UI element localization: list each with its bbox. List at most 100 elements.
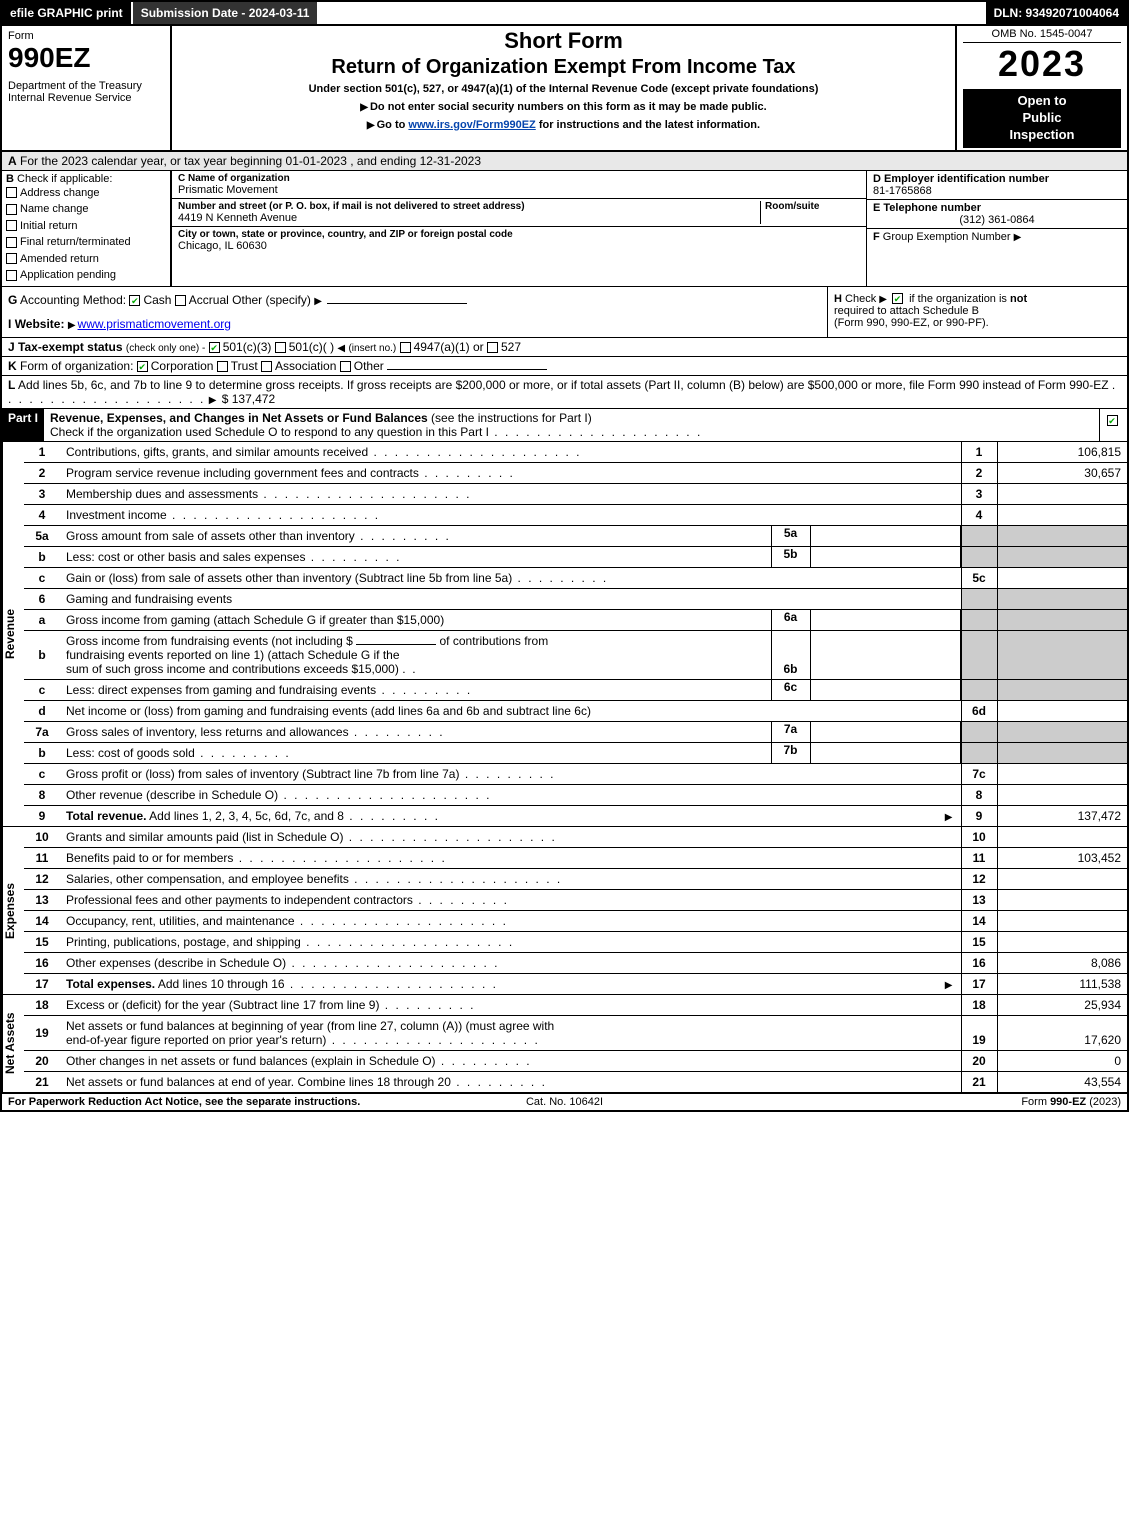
cat-no: Cat. No. 10642I — [379, 1096, 750, 1108]
line18-val: 25,934 — [997, 995, 1127, 1016]
website-link[interactable]: www.prismaticmovement.org — [78, 317, 231, 331]
other-method-label: Other (specify) — [232, 293, 311, 307]
org-city: Chicago, IL 60630 — [178, 240, 860, 252]
arrow-icon — [1014, 231, 1024, 243]
line16-desc: Other expenses (describe in Schedule O) — [66, 956, 286, 970]
association-checkbox[interactable] — [261, 361, 272, 372]
line14-desc: Occupancy, rent, utilities, and maintena… — [66, 914, 295, 928]
dln: DLN: 93492071004064 — [986, 2, 1127, 24]
part1-schedule-o-checkbox[interactable] — [1107, 415, 1118, 426]
part1-title: Revenue, Expenses, and Changes in Net As… — [50, 411, 428, 425]
other-org-checkbox[interactable] — [340, 361, 351, 372]
ein-value: 81-1765868 — [873, 185, 1121, 197]
line17-val: 111,538 — [997, 973, 1127, 994]
b-header: Check if applicable: — [17, 173, 112, 185]
section-J: J Tax-exempt status (check only one) - 5… — [2, 338, 1127, 357]
corporation-checkbox[interactable] — [137, 361, 148, 372]
amended-return-checkbox[interactable] — [6, 253, 17, 264]
line20-desc: Other changes in net assets or fund bala… — [66, 1054, 436, 1068]
revenue-section: Revenue 1Contributions, gifts, grants, a… — [2, 442, 1127, 827]
goto-pre: Go to — [377, 119, 409, 131]
line12-desc: Salaries, other compensation, and employ… — [66, 872, 349, 886]
trust-checkbox[interactable] — [217, 361, 228, 372]
line6-desc: Gaming and fundraising events — [66, 592, 232, 606]
4947-checkbox[interactable] — [400, 342, 411, 353]
subtitle: Under section 501(c), 527, or 4947(a)(1)… — [180, 83, 947, 95]
netassets-section: Net Assets 18Excess or (deficit) for the… — [2, 995, 1127, 1092]
accrual-checkbox[interactable] — [175, 295, 186, 306]
short-form-title: Short Form — [180, 28, 947, 54]
line16-val: 8,086 — [997, 952, 1127, 973]
line20-val: 0 — [997, 1050, 1127, 1071]
line2-val: 30,657 — [997, 462, 1127, 483]
expenses-side-label: Expenses — [2, 827, 24, 994]
line5a-desc: Gross amount from sale of assets other t… — [66, 529, 355, 543]
irs-label: Internal Revenue Service — [8, 92, 164, 104]
line6b-desc1: Gross income from fundraising events (no… — [66, 634, 353, 648]
badge-line2: Public — [967, 110, 1117, 127]
section-B: B Check if applicable: Address change Na… — [2, 171, 172, 286]
501c-checkbox[interactable] — [275, 342, 286, 353]
section-GH: G Accounting Method: Cash Accrual Other … — [2, 287, 1127, 338]
line17-bold: Total expenses. — [66, 977, 155, 991]
ssn-warning: Do not enter social security numbers on … — [370, 101, 767, 113]
line19-val: 17,620 — [997, 1015, 1127, 1050]
efile-print-button[interactable]: efile GRAPHIC print — [2, 2, 133, 24]
address-change-checkbox[interactable] — [6, 187, 17, 198]
line21-desc: Net assets or fund balances at end of ye… — [66, 1075, 451, 1089]
phone-header: E Telephone number — [873, 202, 1121, 214]
netassets-side-label: Net Assets — [2, 995, 24, 1092]
line7b-desc: Less: cost of goods sold — [66, 746, 195, 760]
badge-line1: Open to — [967, 93, 1117, 110]
line4-desc: Investment income — [66, 508, 167, 522]
line2-desc: Program service revenue including govern… — [66, 466, 419, 480]
line6c-desc: Less: direct expenses from gaming and fu… — [66, 683, 376, 697]
line1-desc: Contributions, gifts, grants, and simila… — [66, 445, 368, 459]
tax-year-range: For the 2023 calendar year, or tax year … — [20, 154, 481, 168]
line7c-desc: Gross profit or (loss) from sales of inv… — [66, 767, 459, 781]
initial-return-checkbox[interactable] — [6, 220, 17, 231]
name-change-checkbox[interactable] — [6, 204, 17, 215]
submission-date: Submission Date - 2024-03-11 — [133, 2, 320, 24]
tax-year: 2023 — [963, 43, 1121, 85]
footer: For Paperwork Reduction Act Notice, see … — [2, 1092, 1127, 1110]
form-number: 990EZ — [8, 42, 164, 74]
gross-receipts-text: Add lines 5b, 6c, and 7b to line 9 to de… — [18, 378, 1109, 392]
line3-desc: Membership dues and assessments — [66, 487, 258, 501]
application-pending-checkbox[interactable] — [6, 270, 17, 281]
phone-value: (312) 361-0864 — [873, 214, 1121, 226]
expenses-section: Expenses 10Grants and similar amounts pa… — [2, 827, 1127, 995]
topbar: efile GRAPHIC print Submission Date - 20… — [2, 2, 1127, 26]
form-ref: 990-EZ — [1050, 1096, 1086, 1108]
badge-line3: Inspection — [967, 127, 1117, 144]
line7a-desc: Gross sales of inventory, less returns a… — [66, 725, 349, 739]
line19-desc1: Net assets or fund balances at beginning… — [66, 1019, 554, 1033]
line5c-desc: Gain or (loss) from sale of assets other… — [66, 571, 512, 585]
room-suite-header: Room/suite — [765, 201, 860, 212]
omb-number: OMB No. 1545-0047 — [963, 28, 1121, 43]
final-return-checkbox[interactable] — [6, 237, 17, 248]
accounting-method-label: Accounting Method: — [20, 293, 126, 307]
org-name: Prismatic Movement — [178, 184, 860, 196]
section-DEF: D Employer identification number 81-1765… — [867, 171, 1127, 286]
line11-val: 103,452 — [997, 847, 1127, 868]
line10-desc: Grants and similar amounts paid (list in… — [66, 830, 343, 844]
form-label: Form — [8, 30, 164, 42]
527-checkbox[interactable] — [487, 342, 498, 353]
c-city-header: City or town, state or province, country… — [178, 229, 860, 240]
c-addr-header: Number and street (or P. O. box, if mail… — [178, 201, 760, 212]
section-BCDEF: B Check if applicable: Address change Na… — [2, 171, 1127, 287]
paperwork-notice: For Paperwork Reduction Act Notice, see … — [8, 1096, 379, 1108]
schedule-b-checkbox[interactable] — [892, 293, 903, 304]
tax-exempt-label: Tax-exempt status — [18, 340, 122, 354]
group-exemption-label: Group Exemption Number — [883, 231, 1011, 243]
501c3-checkbox[interactable] — [209, 342, 220, 353]
goto-link[interactable]: www.irs.gov/Form990EZ — [408, 119, 535, 131]
line11-desc: Benefits paid to or for members — [66, 851, 233, 865]
form-header: Form 990EZ Department of the Treasury In… — [2, 26, 1127, 152]
cash-checkbox[interactable] — [129, 295, 140, 306]
line9-val: 137,472 — [997, 805, 1127, 826]
section-K: K Form of organization: Corporation Trus… — [2, 357, 1127, 376]
line15-desc: Printing, publications, postage, and shi… — [66, 935, 301, 949]
department-treasury: Department of the Treasury — [8, 80, 164, 92]
